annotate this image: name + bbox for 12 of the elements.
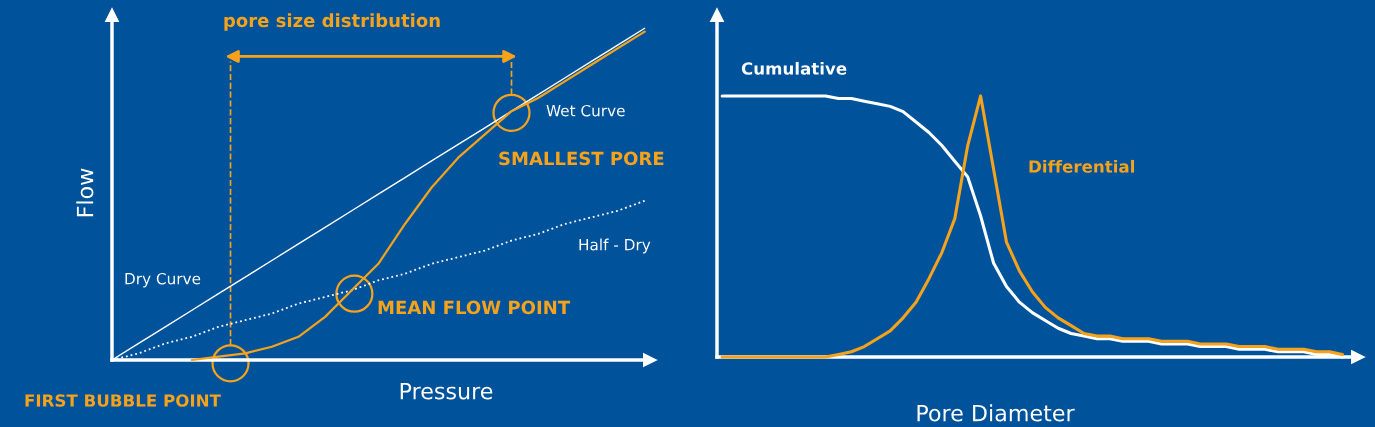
series-label: Dry Curve bbox=[125, 272, 201, 288]
annotation: MEAN FLOW POINT bbox=[378, 300, 571, 315]
text: FIRST BUBBLE POINT bbox=[25, 394, 221, 407]
annotation: pore size distribution bbox=[224, 13, 440, 31]
text: Differential bbox=[1029, 159, 1134, 173]
legend-label: Wet Curve bbox=[546, 104, 625, 117]
y-axis-title: Flow bbox=[76, 168, 94, 217]
series-label: Half - Dry bbox=[579, 238, 651, 254]
x-axis-title: Pore Diameter bbox=[917, 404, 1075, 422]
series-label: Cumulative bbox=[741, 61, 847, 75]
x-axis-title: Pressure bbox=[400, 382, 493, 400]
annotation: SMALLEST PORE bbox=[499, 151, 664, 166]
